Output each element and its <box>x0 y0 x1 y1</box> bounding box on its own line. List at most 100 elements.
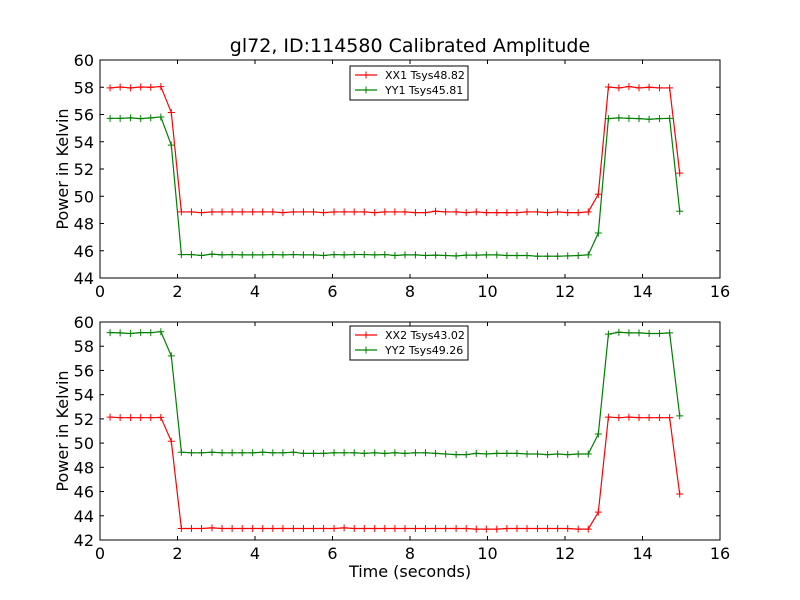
legend-box <box>349 65 469 101</box>
data-point <box>147 329 155 337</box>
y-axis-title: Power in Kelvin <box>53 370 72 491</box>
data-point <box>228 208 236 216</box>
data-point <box>310 251 318 259</box>
y-tick-label: 50 <box>74 434 94 453</box>
legend-entry: YY2 Tsys49.26 <box>355 344 463 357</box>
x-tick-label: 6 <box>327 282 337 301</box>
data-point <box>371 449 379 457</box>
data-point <box>452 524 460 532</box>
data-point <box>574 252 582 260</box>
data-point <box>177 208 185 216</box>
data-point <box>533 252 541 260</box>
data-point <box>432 207 440 215</box>
data-point <box>533 524 541 532</box>
data-point <box>330 449 338 457</box>
data-point <box>198 209 206 217</box>
data-point <box>310 208 318 216</box>
data-point <box>666 414 674 422</box>
data-point <box>381 208 389 216</box>
data-point <box>391 252 399 260</box>
data-point <box>401 251 409 259</box>
data-point <box>320 449 328 457</box>
data-point <box>340 524 348 532</box>
data-point <box>340 251 348 259</box>
data-point <box>218 251 226 259</box>
data-point <box>482 251 490 259</box>
data-point <box>422 449 429 457</box>
data-point <box>503 209 511 217</box>
y-tick-label: 54 <box>74 386 94 405</box>
data-point <box>167 108 175 116</box>
data-point <box>279 251 287 259</box>
data-point <box>462 451 470 459</box>
data-point <box>198 252 206 260</box>
data-point <box>503 449 511 457</box>
data-point <box>147 414 155 422</box>
data-point <box>513 252 521 260</box>
data-point <box>198 449 206 457</box>
data-point <box>564 252 572 260</box>
y-tick-label: 56 <box>74 361 94 380</box>
data-point <box>299 524 307 532</box>
data-point <box>381 524 389 532</box>
data-point <box>574 450 582 458</box>
data-point <box>360 524 368 532</box>
x-tick-label: 14 <box>632 282 652 301</box>
data-point <box>249 449 257 457</box>
y-tick-label: 48 <box>74 215 94 234</box>
data-point <box>187 208 195 216</box>
data-point <box>533 450 541 458</box>
data-point <box>350 208 358 216</box>
data-point <box>411 449 419 457</box>
data-point <box>167 352 175 360</box>
data-point <box>615 114 623 122</box>
legend-marker <box>362 71 370 79</box>
data-point <box>625 83 633 91</box>
data-point <box>462 524 470 532</box>
data-point <box>554 450 562 458</box>
data-point <box>157 328 165 336</box>
data-point <box>482 450 490 458</box>
data-point <box>503 252 511 260</box>
data-point <box>656 84 664 92</box>
data-point <box>238 208 246 216</box>
data-point <box>635 115 643 123</box>
data-point <box>289 208 297 216</box>
y-tick-label: 46 <box>74 483 94 502</box>
data-point <box>411 251 419 259</box>
x-tick-label: 12 <box>555 544 575 563</box>
data-point <box>513 209 521 217</box>
x-tick-label: 16 <box>710 282 730 301</box>
data-point <box>462 209 470 217</box>
data-point <box>127 114 135 122</box>
data-point <box>472 449 480 457</box>
data-point <box>635 414 643 422</box>
data-point <box>289 524 297 532</box>
data-point <box>259 251 267 259</box>
data-point <box>472 525 480 533</box>
data-point <box>554 252 562 260</box>
data-point <box>472 208 480 216</box>
series-2 <box>106 328 684 459</box>
data-point <box>137 115 145 123</box>
data-point <box>594 508 602 516</box>
data-point <box>676 169 684 177</box>
legend-box <box>349 325 469 361</box>
data-point <box>503 524 511 532</box>
data-point <box>604 115 612 123</box>
data-point <box>422 252 429 260</box>
data-point <box>208 448 216 456</box>
data-point <box>127 84 135 92</box>
data-point <box>594 190 602 198</box>
data-point <box>493 209 501 217</box>
data-point <box>584 525 592 533</box>
y-tick-label: 44 <box>74 269 94 288</box>
data-point <box>187 449 195 457</box>
legend-label: YY1 Tsys45.81 <box>384 84 463 97</box>
series-2 <box>106 113 684 260</box>
data-point <box>442 524 450 532</box>
data-point <box>452 208 460 216</box>
data-point <box>584 208 592 216</box>
data-point <box>544 524 552 532</box>
